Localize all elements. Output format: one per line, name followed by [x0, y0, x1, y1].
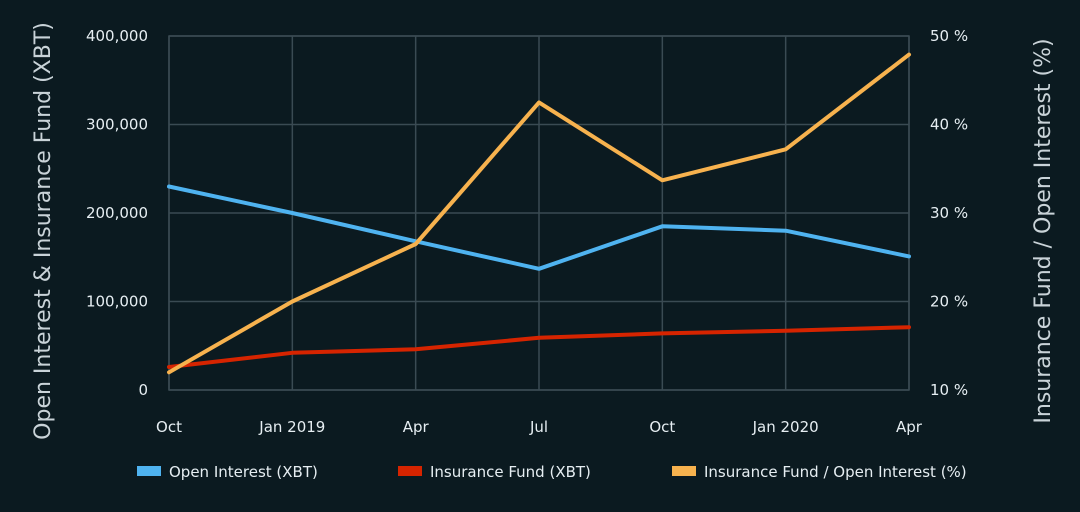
- legend: Open Interest (XBT) Insurance Fund (XBT) I…: [137, 463, 967, 481]
- x-tick-label: Oct: [649, 418, 675, 436]
- tick-layer: Oct Jan 2019 Apr Jul Oct Jan 2020 Apr 0 10 % 100,…: [86, 27, 968, 436]
- x-tick-label: Jan 2019: [258, 418, 325, 436]
- legend-swatch: [137, 466, 161, 476]
- x-tick-label: Oct: [156, 418, 182, 436]
- x-tick-label: Jul: [529, 418, 548, 436]
- series-line-2: [167, 325, 911, 369]
- legend-label: Insurance Fund / Open Interest (%): [704, 463, 967, 481]
- x-tick-label: Apr: [896, 418, 923, 436]
- left-tick-label: 400,000: [86, 27, 148, 45]
- x-tick-label: Jan 2020: [752, 418, 819, 436]
- legend-swatch: [398, 466, 422, 476]
- legend-label: Insurance Fund (XBT): [430, 463, 591, 481]
- right-axis-title: Insurance Fund / Open Interest (%): [1031, 38, 1056, 423]
- legend-label: Open Interest (XBT): [169, 463, 318, 481]
- series-line-3: [167, 52, 911, 375]
- x-tick-label: Apr: [403, 418, 430, 436]
- left-tick-label: 100,000: [86, 293, 148, 311]
- plot-frame: [168, 35, 910, 391]
- legend-swatch: [672, 466, 696, 476]
- left-tick-label: 0: [138, 381, 148, 399]
- right-tick-label: 50 %: [930, 27, 968, 45]
- left-tick-label: 200,000: [86, 204, 148, 222]
- left-tick-label: 300,000: [86, 116, 148, 134]
- right-tick-label: 40 %: [930, 116, 968, 134]
- series-line-1: [167, 184, 911, 271]
- left-axis-title: Open Interest & Insurance Fund (XBT): [31, 22, 56, 440]
- series-layer: [167, 52, 911, 375]
- right-tick-label: 30 %: [930, 204, 968, 222]
- right-tick-label: 20 %: [930, 293, 968, 311]
- right-tick-label: 10 %: [930, 381, 968, 399]
